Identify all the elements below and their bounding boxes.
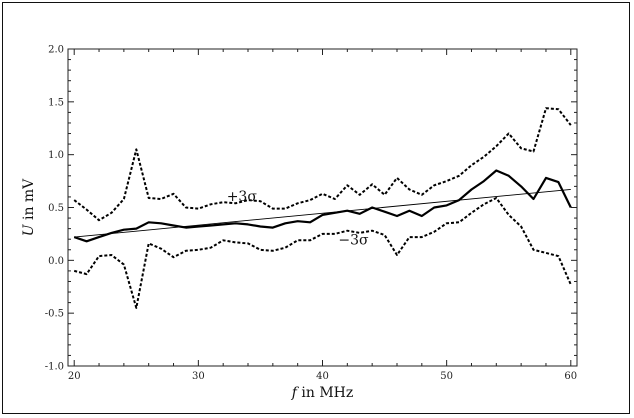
axes: 20 30 40 50 60 -1.0 -0.5 0.0 0.5 1.0 1.5 2.0 (45, 45, 577, 383)
y-axis-label: U in mV (21, 178, 37, 236)
x-axis-label: f in MHz (291, 385, 354, 401)
x-axis-variable: f (291, 385, 300, 401)
x-tick-label: 40 (316, 371, 329, 382)
y-tick-label: 1.5 (48, 97, 64, 108)
plot-area (67, 48, 578, 367)
y-tick-label: -1.0 (45, 362, 64, 373)
y-tick-label: 0.0 (48, 256, 64, 267)
lower-3sigma-series-line (73, 197, 572, 309)
chart-frame (2, 2, 630, 414)
x-axis-unit: in MHz (297, 385, 353, 401)
y-tick-label: -0.5 (45, 309, 64, 320)
x-tick-label: 30 (192, 371, 205, 382)
y-tick-label: 2.0 (48, 45, 64, 56)
trend-line (74, 188, 571, 238)
x-tick-label: 50 (440, 371, 453, 382)
measured-series-line (73, 169, 572, 243)
series-group (73, 107, 572, 309)
plus-3-sigma-label: +3σ (227, 189, 258, 205)
y-axis-variable: U (21, 223, 37, 236)
y-axis-unit: in mV (21, 178, 37, 225)
y-tick-label: 0.5 (48, 203, 64, 214)
minus-3-sigma-label: −3σ (338, 232, 369, 248)
x-tick-label: 60 (564, 371, 577, 382)
annotations: +3σ −3σ (227, 189, 369, 248)
x-tick-label: 20 (68, 371, 81, 382)
upper-3sigma-series-line (73, 107, 572, 222)
y-tick-label: 1.0 (48, 150, 64, 161)
